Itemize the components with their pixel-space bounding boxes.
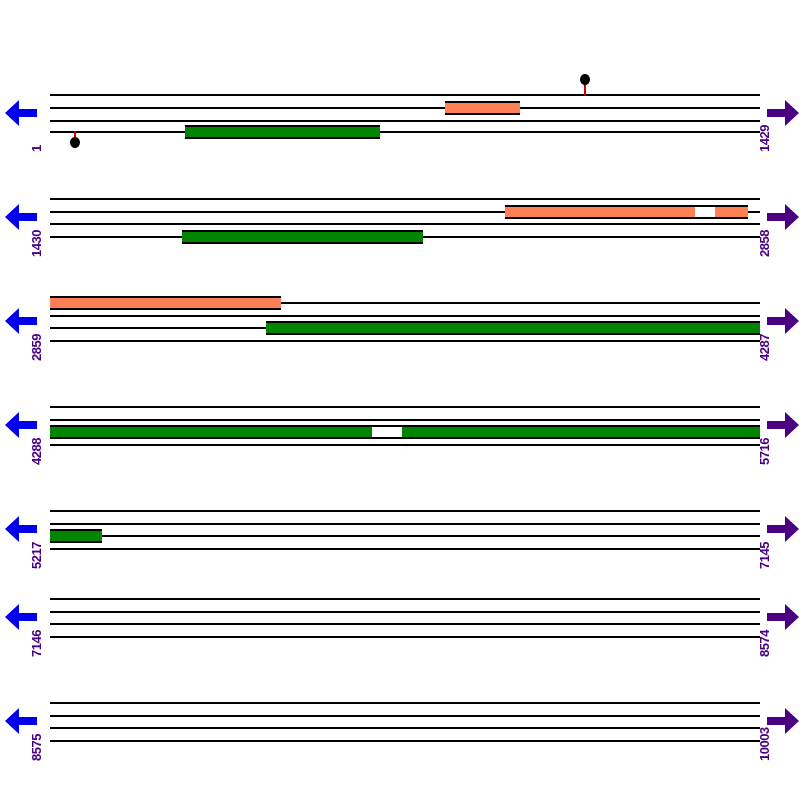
lollipop-head	[580, 74, 590, 85]
frame-line	[50, 535, 760, 537]
end-coordinate-label: 10003	[757, 727, 772, 761]
orange-feature-2[interactable]	[715, 205, 748, 219]
scroll-left-arrow-icon[interactable]	[4, 602, 38, 632]
scroll-right-arrow-icon[interactable]	[766, 706, 800, 736]
frame-line	[50, 523, 760, 525]
scroll-left-arrow-icon[interactable]	[4, 98, 38, 128]
frame-line	[50, 340, 760, 342]
frame-line	[50, 302, 760, 304]
scroll-right-arrow-icon[interactable]	[766, 98, 800, 128]
frame-line	[50, 510, 760, 512]
green-feature[interactable]	[182, 230, 423, 244]
frame-line	[50, 107, 760, 109]
orange-feature[interactable]	[50, 296, 281, 310]
frame-line	[50, 223, 760, 225]
scroll-right-arrow-icon[interactable]	[766, 410, 800, 440]
frame-line	[50, 727, 760, 729]
green-feature[interactable]	[50, 425, 760, 439]
end-coordinate-label: 1429	[757, 125, 772, 152]
scroll-left-arrow-icon[interactable]	[4, 410, 38, 440]
frame-line	[50, 598, 760, 600]
start-coordinate-label: 1430	[29, 230, 44, 257]
green-feature[interactable]	[266, 321, 760, 335]
end-coordinate-label: 4287	[757, 334, 772, 361]
frame-line	[50, 623, 760, 625]
scroll-right-arrow-icon[interactable]	[766, 202, 800, 232]
frame-line	[50, 211, 760, 213]
end-coordinate-label: 7145	[757, 542, 772, 569]
frame-line	[50, 548, 760, 550]
start-coordinate-label: 5217	[29, 542, 44, 569]
frame-line	[50, 94, 760, 96]
end-coordinate-label: 2858	[757, 230, 772, 257]
scroll-right-arrow-icon[interactable]	[766, 514, 800, 544]
lollipop-head	[70, 137, 80, 148]
green-gap[interactable]	[372, 425, 402, 439]
scroll-left-arrow-icon[interactable]	[4, 706, 38, 736]
frame-line	[50, 715, 760, 717]
end-coordinate-label: 8574	[757, 630, 772, 657]
green-feature[interactable]	[50, 529, 102, 543]
start-coordinate-label: 8575	[29, 734, 44, 761]
frame-line	[50, 740, 760, 742]
start-coordinate-label: 7146	[29, 630, 44, 657]
frame-line	[50, 611, 760, 613]
frame-line	[50, 702, 760, 704]
frame-line	[50, 444, 760, 446]
green-feature[interactable]	[185, 125, 380, 139]
start-coordinate-label: 4288	[29, 438, 44, 465]
frame-line	[50, 120, 760, 122]
start-coordinate-label: 2859	[29, 334, 44, 361]
frame-line	[50, 636, 760, 638]
frame-line	[50, 315, 760, 317]
lollipop-stem	[584, 78, 586, 95]
scroll-right-arrow-icon[interactable]	[766, 602, 800, 632]
end-coordinate-label: 5716	[757, 438, 772, 465]
frame-line	[50, 419, 760, 421]
scroll-left-arrow-icon[interactable]	[4, 306, 38, 336]
orange-gap[interactable]	[695, 205, 715, 219]
marker-upper-lollipop-marker-icon[interactable]	[580, 0, 590, 95]
orange-feature[interactable]	[505, 205, 695, 219]
frame-line	[50, 198, 760, 200]
frame-line	[50, 131, 760, 133]
lollipop-stem	[74, 131, 76, 140]
scroll-left-arrow-icon[interactable]	[4, 514, 38, 544]
frame-line	[50, 406, 760, 408]
marker-lower-lollipop-marker-icon[interactable]	[70, 0, 80, 148]
start-coordinate-label: 1	[29, 145, 44, 152]
orange-feature[interactable]	[445, 101, 520, 115]
scroll-right-arrow-icon[interactable]	[766, 306, 800, 336]
scroll-left-arrow-icon[interactable]	[4, 202, 38, 232]
